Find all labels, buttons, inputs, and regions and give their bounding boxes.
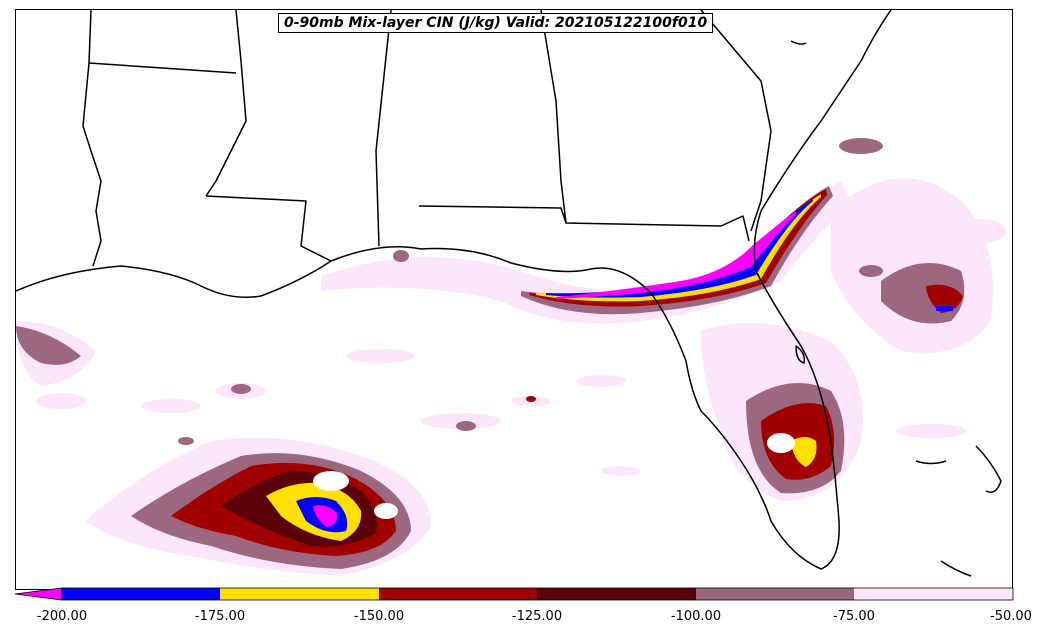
contour-red bbox=[926, 284, 963, 313]
coastal-cin-band bbox=[321, 181, 851, 324]
clear-hole bbox=[313, 471, 349, 491]
contour-magenta bbox=[556, 211, 796, 299]
colorbar-segment-blue bbox=[62, 588, 220, 600]
colorbar-tick-label: -125.00 bbox=[511, 609, 563, 624]
clear-hole bbox=[767, 433, 795, 453]
cin-map bbox=[16, 10, 1006, 577]
colorbar-tick-label: -50.00 bbox=[990, 609, 1032, 624]
colorbar-tick-label: -100.00 bbox=[670, 609, 722, 624]
map-title: 0-90mb Mix-layer CIN (J/kg) Valid: 20210… bbox=[278, 13, 714, 33]
gulf-cin-blob bbox=[86, 438, 431, 576]
contour-mauve bbox=[16, 326, 81, 365]
clear-hole bbox=[374, 503, 398, 519]
west-gulf-cin bbox=[16, 321, 96, 386]
colorbar-frame bbox=[61, 587, 1014, 601]
scattered-mauve-patches bbox=[178, 250, 476, 445]
colorbar-segment-darkred bbox=[537, 588, 696, 600]
colorbar-tick-label: -200.00 bbox=[36, 609, 88, 624]
colorbar-segment-red bbox=[379, 588, 537, 600]
atlantic-cin bbox=[831, 138, 1006, 353]
colorbar bbox=[15, 587, 1014, 601]
contour-mauve bbox=[839, 138, 883, 154]
colorbar-segment-pink bbox=[854, 588, 1013, 600]
colorbar-segment-yellow bbox=[220, 588, 379, 600]
colorbar-tick-label: -150.00 bbox=[353, 609, 405, 624]
florida-cin bbox=[701, 323, 863, 501]
contour-mauve bbox=[859, 265, 883, 277]
contour-red bbox=[526, 396, 536, 402]
scattered-cin-patches bbox=[36, 349, 966, 524]
contour-magenta bbox=[313, 505, 338, 527]
contour-blue bbox=[546, 199, 813, 298]
contour-yellow bbox=[791, 437, 817, 467]
colorbar-tick-label: -75.00 bbox=[833, 609, 875, 624]
contour-pink bbox=[956, 219, 1006, 243]
map-panel bbox=[15, 9, 1013, 590]
colorbar-segment-mauve bbox=[696, 588, 854, 600]
colorbar-extend-triangle bbox=[15, 587, 63, 601]
geographic-borders bbox=[16, 10, 1002, 577]
contour-blue bbox=[936, 306, 953, 311]
colorbar-tick-label: -175.00 bbox=[194, 609, 246, 624]
